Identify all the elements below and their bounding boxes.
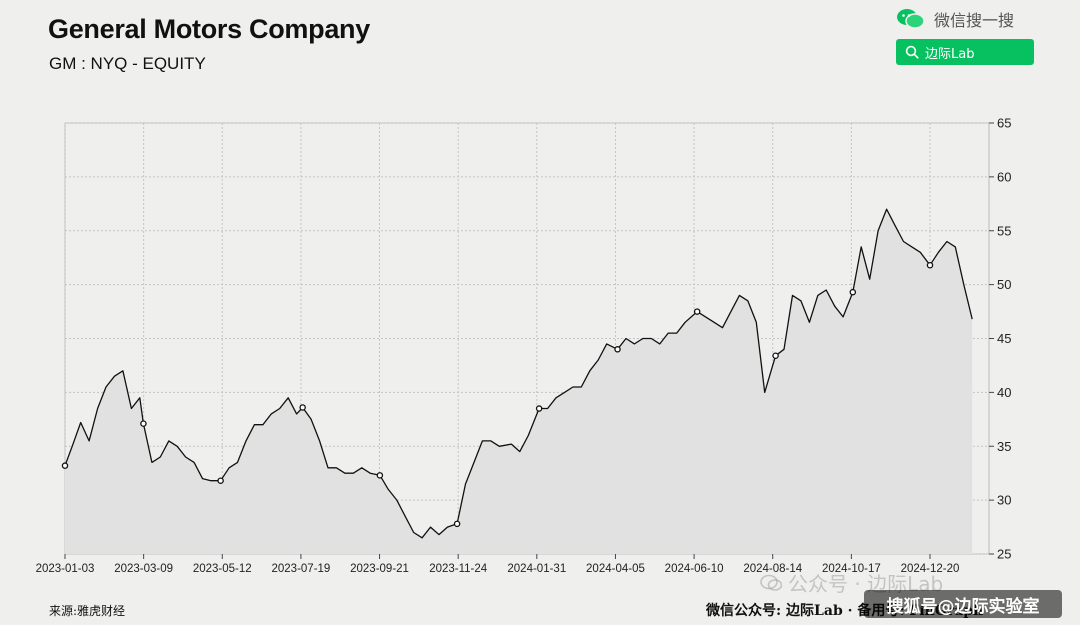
y-tick-label: 45 <box>997 331 1011 346</box>
x-tick-label: 2023-05-12 <box>193 563 252 575</box>
price-area-fill <box>65 209 973 554</box>
y-tick-label: 30 <box>997 493 1011 508</box>
x-tick-label: 2023-07-19 <box>271 563 330 575</box>
price-marker <box>535 405 543 412</box>
y-tick-label: 65 <box>997 116 1011 131</box>
x-tick-label: 2024-06-10 <box>665 563 724 575</box>
x-tick-label: 2024-08-14 <box>743 563 802 575</box>
wechat-watermark-icon <box>760 574 782 591</box>
y-tick-label: 55 <box>997 223 1011 238</box>
wechat-icon <box>896 8 926 30</box>
price-marker <box>614 346 621 353</box>
chart-title: General Motors Company <box>48 14 370 44</box>
wechat-search-label: 微信搜一搜 <box>934 11 1015 30</box>
sohu-watermark: 搜狐号@边际实验室 <box>864 590 1062 618</box>
price-marker <box>299 404 306 411</box>
x-tick-label: 2024-12-20 <box>901 563 960 575</box>
x-tick-label: 2024-01-31 <box>507 563 566 575</box>
price-marker <box>61 462 69 469</box>
price-marker <box>376 472 384 479</box>
y-tick-label: 25 <box>997 547 1011 562</box>
y-tick-label: 60 <box>997 169 1011 184</box>
wechat-search-button[interactable]: 边际Lab <box>896 39 1034 65</box>
price-marker <box>849 288 857 296</box>
wechat-search-query: 边际Lab <box>925 46 975 62</box>
price-marker <box>772 352 779 359</box>
price-marker <box>140 420 147 427</box>
price-marker <box>217 477 224 484</box>
x-tick-label: 2024-10-17 <box>822 563 881 575</box>
chart-subtitle: GM : NYQ - EQUITY <box>49 54 206 73</box>
y-tick-label: 35 <box>997 439 1011 454</box>
data-source: 来源:雅虎财经 <box>49 604 126 618</box>
price-line <box>64 208 973 539</box>
x-tick-label: 2023-03-09 <box>114 563 173 575</box>
price-marker <box>693 308 701 315</box>
x-tick-label: 2024-04-05 <box>586 563 645 575</box>
x-tick-label: 2023-11-24 <box>429 563 488 575</box>
price-marker <box>453 520 461 528</box>
y-tick-label: 40 <box>997 385 1011 400</box>
price-marker <box>926 261 934 269</box>
wechat-search-brand[interactable]: 微信搜一搜 <box>896 6 1014 32</box>
search-icon <box>905 45 919 59</box>
y-tick-label: 50 <box>997 277 1011 292</box>
x-tick-label: 2023-01-03 <box>36 563 95 575</box>
x-tick-label: 2023-09-21 <box>350 563 409 575</box>
